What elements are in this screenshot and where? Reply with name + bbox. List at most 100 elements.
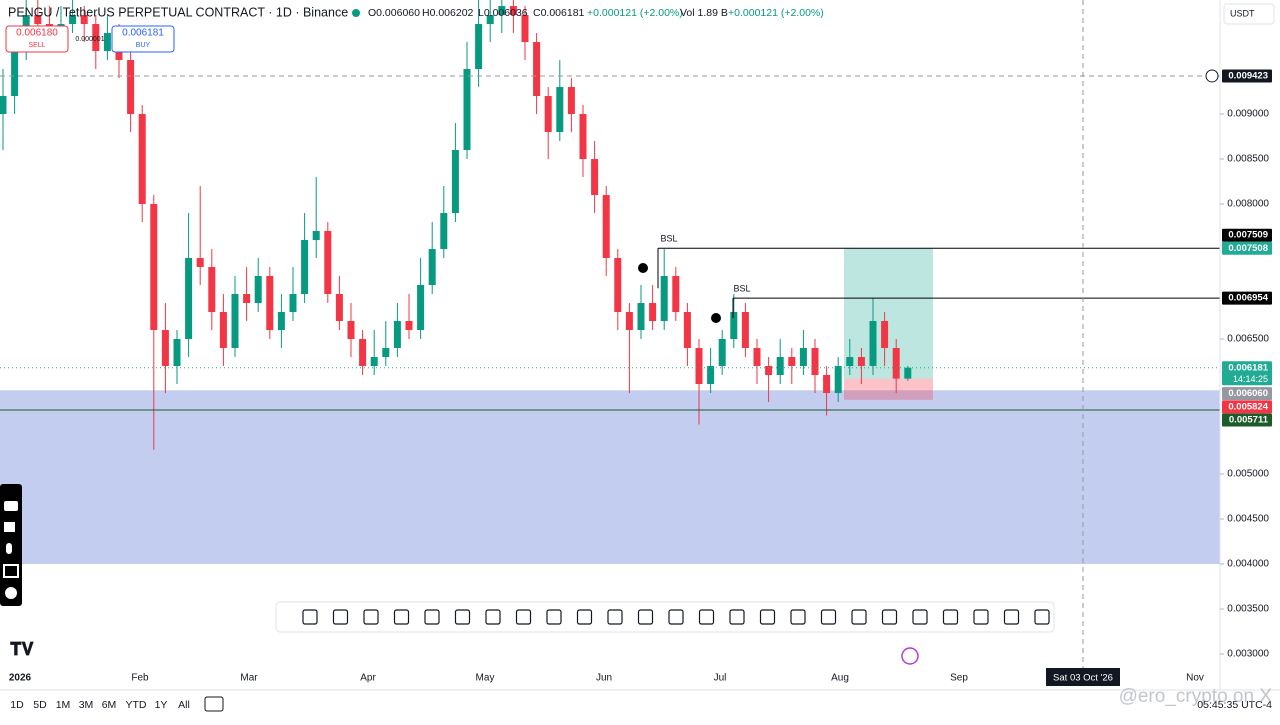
currency-select[interactable] bbox=[1223, 3, 1275, 25]
sell-button[interactable] bbox=[5, 25, 69, 53]
price-tag bbox=[1222, 361, 1272, 386]
range-button[interactable]: 5D bbox=[33, 699, 47, 711]
draw-tool[interactable] bbox=[912, 609, 928, 625]
candle-body bbox=[34, 15, 42, 25]
draw-tool[interactable] bbox=[851, 609, 867, 625]
draw-tool[interactable] bbox=[393, 609, 410, 625]
price-tag-label: 0.007508 bbox=[1228, 243, 1268, 254]
x-tick-label: Aug bbox=[831, 673, 849, 684]
position-stop bbox=[844, 378, 933, 400]
price-tag-label: 0.009423 bbox=[1228, 70, 1268, 81]
candle-body bbox=[92, 24, 100, 52]
draw-tool[interactable] bbox=[668, 609, 684, 625]
draw-tool[interactable] bbox=[515, 609, 532, 625]
draw-tool[interactable] bbox=[1003, 609, 1020, 625]
ohlc-close: C0.006181 bbox=[533, 7, 585, 19]
price-tag bbox=[1222, 400, 1272, 414]
candle-body bbox=[475, 24, 483, 70]
candle-body bbox=[80, 15, 88, 25]
y-tick-label: 0.003500 bbox=[1227, 604, 1269, 615]
draw-tool[interactable] bbox=[698, 609, 715, 625]
overlay: 0.009000 0.008500 0.008000 0.006500 0.005000… bbox=[9, 69, 1272, 711]
buy-price: 0.006181 bbox=[122, 28, 164, 39]
draw-tool[interactable] bbox=[607, 609, 623, 625]
draw-tool[interactable] bbox=[546, 609, 562, 625]
price-tag bbox=[1222, 291, 1272, 305]
candle-body bbox=[533, 42, 541, 97]
price-tag-label: 0.006060 bbox=[1228, 388, 1268, 399]
settings-icon[interactable] bbox=[5, 587, 17, 599]
ohlc-low: L0.006036 bbox=[478, 7, 528, 19]
draw-tool[interactable] bbox=[973, 609, 989, 625]
candle-body bbox=[127, 60, 135, 115]
y-tick-label: 0.004500 bbox=[1227, 514, 1269, 525]
candle-body bbox=[869, 321, 877, 367]
candle-body bbox=[393, 321, 401, 349]
draw-tool[interactable] bbox=[485, 609, 501, 625]
range-button[interactable]: 1Y bbox=[155, 699, 168, 711]
candle-body bbox=[904, 367, 912, 379]
draw-tool[interactable] bbox=[637, 609, 654, 625]
range-button[interactable]: 1D bbox=[10, 699, 24, 711]
lightning-icon[interactable] bbox=[901, 647, 919, 665]
window-icon[interactable] bbox=[3, 564, 19, 578]
draw-tool[interactable] bbox=[302, 609, 318, 625]
candle-body bbox=[11, 42, 19, 97]
mic-icon[interactable] bbox=[6, 543, 12, 554]
draw-tool[interactable] bbox=[820, 609, 837, 625]
draw-tool[interactable] bbox=[759, 609, 776, 625]
candle-body bbox=[0, 96, 7, 115]
alarm-icon[interactable] bbox=[711, 313, 721, 323]
add-alert[interactable] bbox=[1205, 69, 1219, 83]
draw-tool[interactable] bbox=[332, 609, 349, 625]
y-tick-label: 0.009000 bbox=[1227, 109, 1269, 120]
video-icon[interactable] bbox=[4, 522, 15, 532]
candle-body bbox=[788, 357, 796, 367]
draw-tool[interactable] bbox=[363, 609, 379, 625]
sell-price: 0.006180 bbox=[16, 28, 58, 39]
range-button[interactable]: YTD bbox=[126, 699, 147, 711]
draw-tool[interactable] bbox=[1034, 609, 1050, 625]
market-status bbox=[352, 9, 360, 17]
liquidity-zone bbox=[0, 390, 1220, 565]
x-tick-label: May bbox=[476, 673, 495, 684]
candle-body bbox=[614, 258, 622, 313]
watermark: @ero_crypto on X bbox=[1119, 686, 1273, 707]
candle-body bbox=[254, 276, 262, 304]
candle-body bbox=[69, 15, 77, 25]
draw-tool[interactable] bbox=[454, 609, 471, 625]
candle-body bbox=[695, 348, 703, 385]
x-tick-label: Apr bbox=[360, 673, 376, 684]
draw-tool[interactable] bbox=[790, 609, 806, 625]
price-tag-label: 0.006181 bbox=[1228, 363, 1268, 374]
y-tick-label: 0.008500 bbox=[1227, 154, 1269, 165]
candle-body bbox=[219, 312, 227, 349]
candle-body bbox=[509, 6, 517, 16]
draw-tool[interactable] bbox=[881, 609, 898, 625]
candle-body bbox=[892, 348, 900, 379]
candle-body bbox=[347, 321, 355, 340]
candle-body bbox=[579, 114, 587, 160]
draw-tool[interactable] bbox=[424, 609, 440, 625]
draw-tool[interactable] bbox=[576, 609, 593, 625]
price-tag-label: 0.007509 bbox=[1228, 230, 1268, 241]
candle-body bbox=[683, 312, 691, 349]
buy-button[interactable] bbox=[111, 25, 175, 53]
y-tick-label: 0.006500 bbox=[1227, 334, 1269, 345]
draw-tool[interactable] bbox=[942, 609, 959, 625]
ohlc-high: H0.006202 bbox=[422, 7, 474, 19]
date-range-icon[interactable] bbox=[204, 696, 224, 712]
x-tick-label: Feb bbox=[131, 673, 149, 684]
alarm-icon[interactable] bbox=[638, 263, 648, 273]
range-button[interactable]: 3M bbox=[79, 699, 94, 711]
range-button[interactable]: 1M bbox=[56, 699, 71, 711]
camera-icon[interactable] bbox=[4, 501, 18, 511]
range-button[interactable]: All bbox=[178, 699, 190, 711]
range-button[interactable]: 6M bbox=[102, 699, 117, 711]
left-toolbar bbox=[0, 484, 22, 606]
candle-body bbox=[103, 33, 111, 52]
draw-tool[interactable] bbox=[729, 609, 745, 625]
ohlc-open: O0.006060 bbox=[368, 7, 420, 19]
